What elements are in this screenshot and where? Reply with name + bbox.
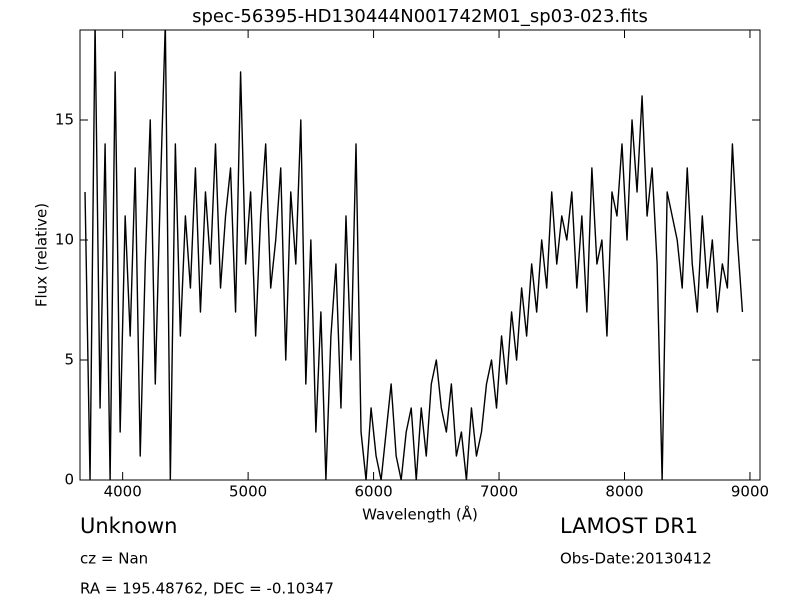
annotation: RA = 195.48762, DEC = -0.10347 (80, 580, 334, 598)
plot-frame (79, 29, 761, 481)
spectrum-line (84, 30, 744, 480)
plot-area (80, 30, 760, 481)
y-tick-label: 0 (64, 471, 74, 489)
annotation: Obs-Date:20130412 (560, 550, 712, 568)
y-tick-label: 15 (55, 111, 74, 129)
x-axis-label: Wavelength (Å) (362, 505, 478, 524)
y-tick-label: 5 (64, 351, 74, 369)
x-tick-label: 5000 (229, 483, 267, 501)
y-tick-label: 10 (55, 231, 74, 249)
x-tick-label: 4000 (104, 483, 142, 501)
annotation: Unknown (80, 514, 177, 538)
x-tick-label: 6000 (354, 483, 392, 501)
x-tick-label: 9000 (731, 483, 769, 501)
annotation: LAMOST DR1 (560, 514, 698, 538)
x-tick-label: 8000 (605, 483, 643, 501)
y-axis-label: Flux (relative) (33, 203, 51, 307)
x-tick-label: 7000 (480, 483, 518, 501)
annotation: cz = Nan (80, 550, 148, 568)
chart-title: spec-56395-HD130444N001742M01_sp03-023.f… (192, 6, 648, 27)
